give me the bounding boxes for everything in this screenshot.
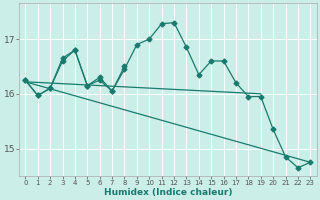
X-axis label: Humidex (Indice chaleur): Humidex (Indice chaleur) xyxy=(104,188,232,197)
